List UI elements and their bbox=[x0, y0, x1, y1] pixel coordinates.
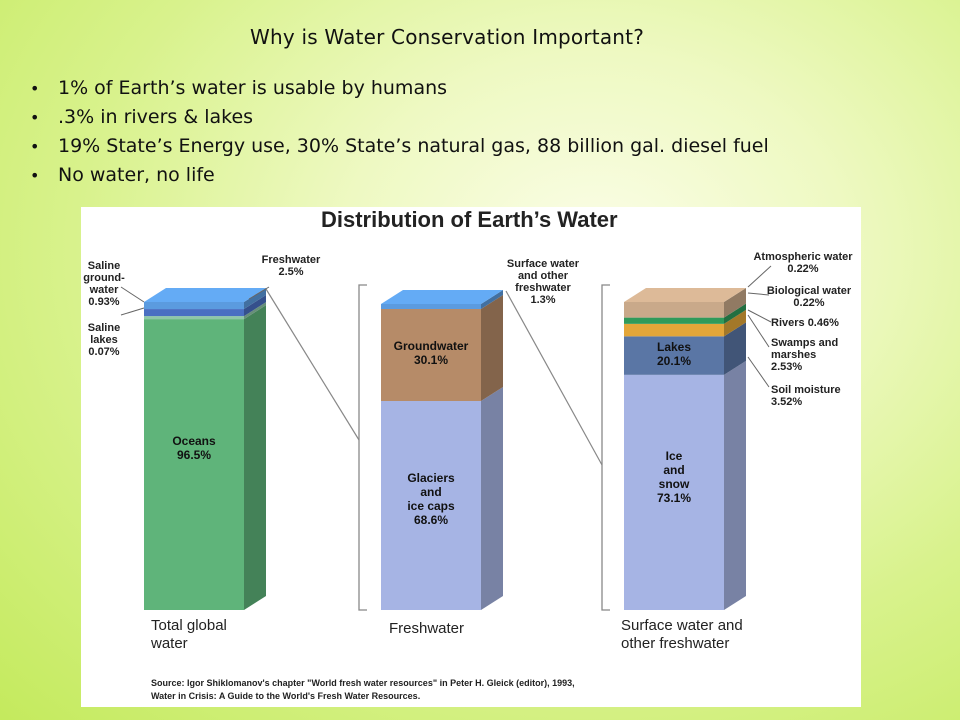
leader-line bbox=[747, 314, 770, 348]
bar-surface-biological-front bbox=[624, 317, 724, 324]
bar-surface-rivers-side bbox=[724, 309, 746, 337]
bar-surface-top bbox=[624, 288, 746, 302]
water-distribution-chart: Oceans 96.5% Saline ground-water 0.93% Saline… bbox=[83, 251, 853, 701]
label-freshwater: Freshwater 2.5% bbox=[262, 254, 321, 278]
bar-total-saline-lakes-side bbox=[244, 302, 266, 320]
bar-total-saline-lakes-front bbox=[144, 316, 244, 320]
bullet-item: 1% of Earth’s water is usable by humans bbox=[30, 74, 769, 103]
bullet-item: No water, no life bbox=[30, 161, 769, 190]
leader-line bbox=[747, 356, 770, 388]
bracket-surface bbox=[601, 284, 610, 611]
connector-line bbox=[265, 288, 360, 441]
source-text: Water in Crisis: A Guide to the World's … bbox=[151, 691, 420, 701]
water-distribution-figure: Oceans 96.5% Saline ground-water 0.93% Saline… bbox=[81, 207, 861, 707]
bar-total-oceans-side bbox=[244, 305, 266, 610]
leader-line bbox=[747, 292, 770, 296]
caption-total-global-water: Total global water bbox=[150, 617, 227, 652]
bar-freshwater-glaciers-front bbox=[381, 401, 481, 610]
label-ice-and-snow: Ice and snow 73.1% bbox=[657, 449, 691, 505]
slide-title: Why is Water Conservation Important? bbox=[250, 25, 645, 49]
bar-surface-rivers-front bbox=[624, 323, 724, 337]
bar-surface-ice-side bbox=[724, 360, 746, 610]
label-saline-groundwater: Saline ground-water 0.93% bbox=[83, 260, 125, 308]
bar-freshwater-groundwater-side bbox=[481, 295, 503, 401]
bar-total-top bbox=[144, 288, 266, 302]
caption-surface-water: Surface water and other freshwater bbox=[621, 617, 743, 652]
bullet-item: 19% State’s Energy use, 30% State’s natu… bbox=[30, 132, 769, 161]
leader-line bbox=[747, 309, 772, 323]
leader-line bbox=[248, 286, 270, 300]
label-soil-moisture: Soil moisture 3.52% bbox=[771, 384, 841, 408]
label-biological-water: Biological water 0.22% bbox=[767, 285, 852, 309]
bar-freshwater-surface-front bbox=[381, 304, 481, 309]
bar-freshwater-top bbox=[381, 290, 503, 304]
bar-total-oceans-front bbox=[144, 319, 244, 610]
label-glaciers: Glaciers and ice caps 68.6% bbox=[407, 471, 455, 527]
leader-line bbox=[747, 265, 772, 288]
figure-title: Distribution of Earth’s Water bbox=[321, 207, 618, 232]
bar-freshwater-glaciers-side bbox=[481, 387, 503, 610]
bullet-item: .3% in rivers & lakes bbox=[30, 103, 769, 132]
caption-freshwater: Freshwater bbox=[389, 620, 464, 637]
bar-total-freshwater-front bbox=[144, 302, 244, 310]
bar-surface-atmospheric-side bbox=[724, 288, 746, 318]
leader-line bbox=[120, 286, 145, 303]
connector-line bbox=[505, 290, 603, 466]
bar-surface-lakes-side bbox=[724, 322, 746, 375]
bar-total-saline-groundwater-front bbox=[144, 309, 244, 317]
bar-total-freshwater-side bbox=[244, 288, 266, 310]
label-atmospheric-water: Atmospheric water 0.22% bbox=[753, 251, 853, 275]
label-swamps-and-marshes: Swamps and marshes 2.53% bbox=[771, 337, 838, 373]
bar-surface-biological-side bbox=[724, 303, 746, 324]
bracket-freshwater bbox=[358, 284, 367, 611]
bullet-list: 1% of Earth’s water is usable by humans … bbox=[30, 74, 769, 190]
bar-surface-atmospheric-front bbox=[624, 302, 724, 318]
label-rivers: Rivers 0.46% bbox=[771, 317, 839, 329]
source-text: Source: Igor Shiklomanov's chapter "Worl… bbox=[151, 678, 575, 688]
bar-surface-ice-front bbox=[624, 374, 724, 610]
label-surface-water: Surface water and other freshwater 1.3% bbox=[507, 258, 580, 306]
label-groundwater: Groundwater 30.1% bbox=[394, 339, 469, 367]
leader-line bbox=[120, 307, 145, 316]
bar-surface-lakes-front bbox=[624, 336, 724, 375]
bar-total-saline-groundwater-side bbox=[244, 295, 266, 317]
bar-freshwater-surface-side bbox=[481, 290, 503, 309]
label-lakes: Lakes 20.1% bbox=[657, 340, 691, 368]
label-saline-lakes: Saline lakes 0.07% bbox=[88, 322, 120, 358]
label-oceans: Oceans 96.5% bbox=[172, 434, 216, 462]
bar-freshwater-groundwater-front bbox=[381, 309, 481, 401]
